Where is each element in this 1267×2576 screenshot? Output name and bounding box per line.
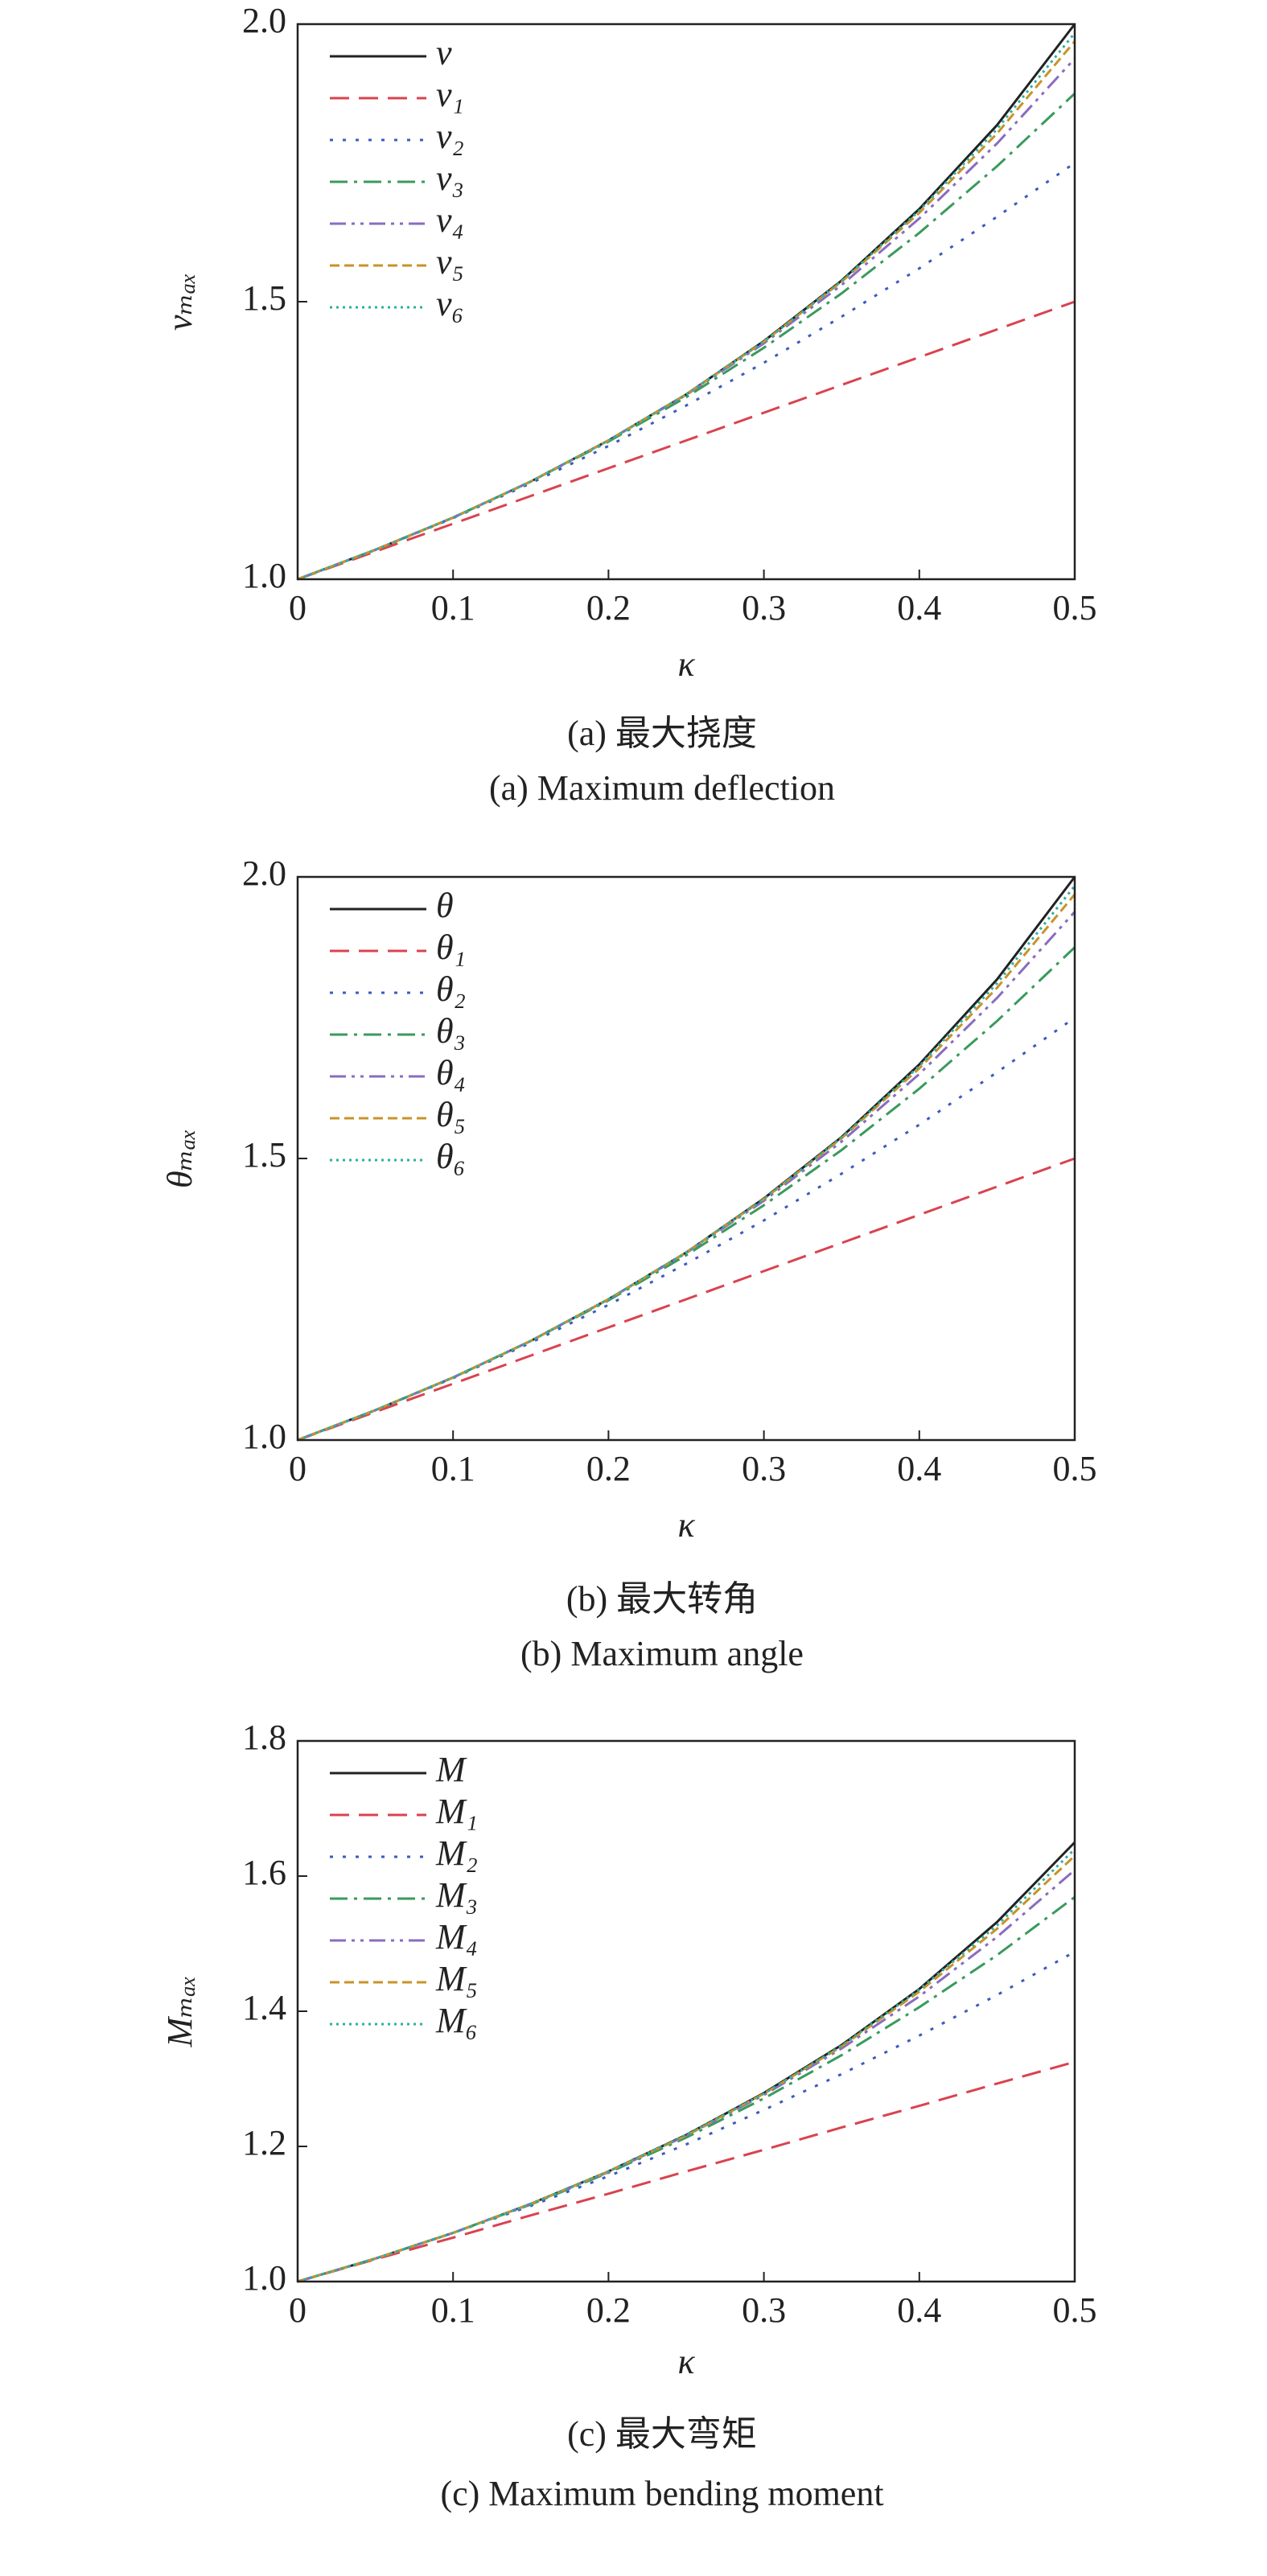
caption-en: (c) Maximum bending moment: [440, 2474, 883, 2513]
x-tick-label: 0.2: [586, 2290, 631, 2330]
series-line: [297, 1950, 1076, 2283]
series-line: [297, 2060, 1076, 2283]
x-tick-label: 0.5: [1053, 2290, 1097, 2330]
plot-frame: [296, 875, 1076, 1442]
legend-label: θ₁: [436, 928, 466, 967]
x-tick-label: 0.3: [742, 1449, 786, 1488]
x-tick-label: 0: [289, 588, 306, 628]
x-tick-label: 0.3: [742, 2290, 786, 2330]
y-tick-label: 1.0: [242, 2258, 286, 2298]
x-tick-label: 0.1: [431, 588, 475, 628]
legend-label: M₂: [435, 1833, 478, 1873]
legend-label: θ₄: [436, 1053, 466, 1093]
legend-label: v₅: [436, 242, 464, 282]
legend-label: M: [435, 1750, 467, 1789]
y-tick-label: 1.2: [242, 2123, 286, 2162]
caption-en: (b) Maximum angle: [520, 1634, 804, 1673]
legend-label: v₃: [436, 158, 464, 198]
series-line: [297, 40, 1076, 581]
x-axis-label: κ: [677, 1505, 695, 1545]
x-tick-label: 0.4: [897, 1449, 941, 1488]
y-tick-label: 1.5: [242, 278, 286, 318]
legend-label: v₄: [436, 200, 464, 240]
legend-label: θ₆: [436, 1137, 466, 1176]
x-tick-label: 0.4: [897, 2290, 941, 2330]
x-axis-label: κ: [677, 2342, 695, 2381]
legend-label: v₆: [436, 284, 464, 323]
series-line: [297, 1869, 1076, 2283]
legend-label: θ₂: [436, 969, 466, 1009]
legend-label: θ: [436, 886, 454, 925]
y-tick-label: 1.0: [242, 556, 286, 595]
x-tick-label: 0.3: [742, 588, 786, 628]
legend-label: M₆: [435, 2001, 478, 2040]
y-tick-label: 1.4: [242, 1988, 286, 2027]
plot-frame: [296, 1739, 1076, 2283]
y-tick-label: 1.0: [242, 1417, 286, 1456]
plot-frame: [296, 23, 1076, 581]
caption-en: (a) Maximum deflection: [489, 768, 835, 808]
caption-zh: (c) 最大弯矩: [567, 2414, 757, 2454]
x-tick-label: 0.2: [586, 588, 631, 628]
x-tick-label: 0.5: [1053, 588, 1097, 628]
series-line: [297, 162, 1076, 581]
legend-label: v₂: [436, 117, 464, 156]
legend-label: M₁: [435, 1792, 478, 1831]
x-tick-label: 0.1: [431, 1449, 475, 1488]
x-axis-label: κ: [677, 644, 695, 684]
series-line: [297, 876, 1076, 1442]
y-tick-label: 1.8: [242, 1718, 286, 1757]
series-line: [297, 911, 1076, 1442]
legend-label: θ₅: [436, 1095, 466, 1134]
legend-label: θ₃: [436, 1011, 466, 1051]
series-line: [297, 32, 1076, 581]
caption-zh: (a) 最大挠度: [567, 714, 757, 753]
series-line: [297, 57, 1076, 581]
x-tick-label: 0: [289, 1449, 306, 1488]
legend-label: M₄: [435, 1917, 478, 1957]
legend-label: M₅: [435, 1959, 478, 1998]
y-tick-label: 2.0: [242, 854, 286, 893]
x-tick-label: 0.5: [1053, 1449, 1097, 1488]
x-tick-label: 0.1: [431, 2290, 475, 2330]
series-line: [297, 1841, 1076, 2283]
y-tick-label: 1.6: [242, 1853, 286, 1892]
y-axis-label: Mₘₐₓ: [160, 1975, 200, 2047]
x-tick-label: 0.4: [897, 588, 941, 628]
series-line: [297, 23, 1076, 581]
y-tick-label: 2.0: [242, 1, 286, 40]
series-line: [297, 1157, 1076, 1442]
y-tick-label: 1.5: [242, 1135, 286, 1175]
legend-label: M₃: [435, 1875, 478, 1915]
legend-label: v: [436, 33, 452, 72]
y-axis-label: θₘₐₓ: [160, 1129, 200, 1188]
caption-zh: (b) 最大转角: [566, 1579, 758, 1619]
series-line: [297, 1848, 1076, 2283]
legend-label: v₁: [436, 75, 464, 114]
y-axis-label: vₘₐₓ: [160, 273, 200, 331]
series-line: [297, 1854, 1076, 2283]
series-line: [297, 1016, 1076, 1442]
x-tick-label: 0.2: [586, 1449, 631, 1488]
series-line: [297, 885, 1076, 1442]
series-line: [297, 893, 1076, 1442]
series-line: [297, 300, 1076, 581]
x-tick-label: 0: [289, 2290, 306, 2330]
